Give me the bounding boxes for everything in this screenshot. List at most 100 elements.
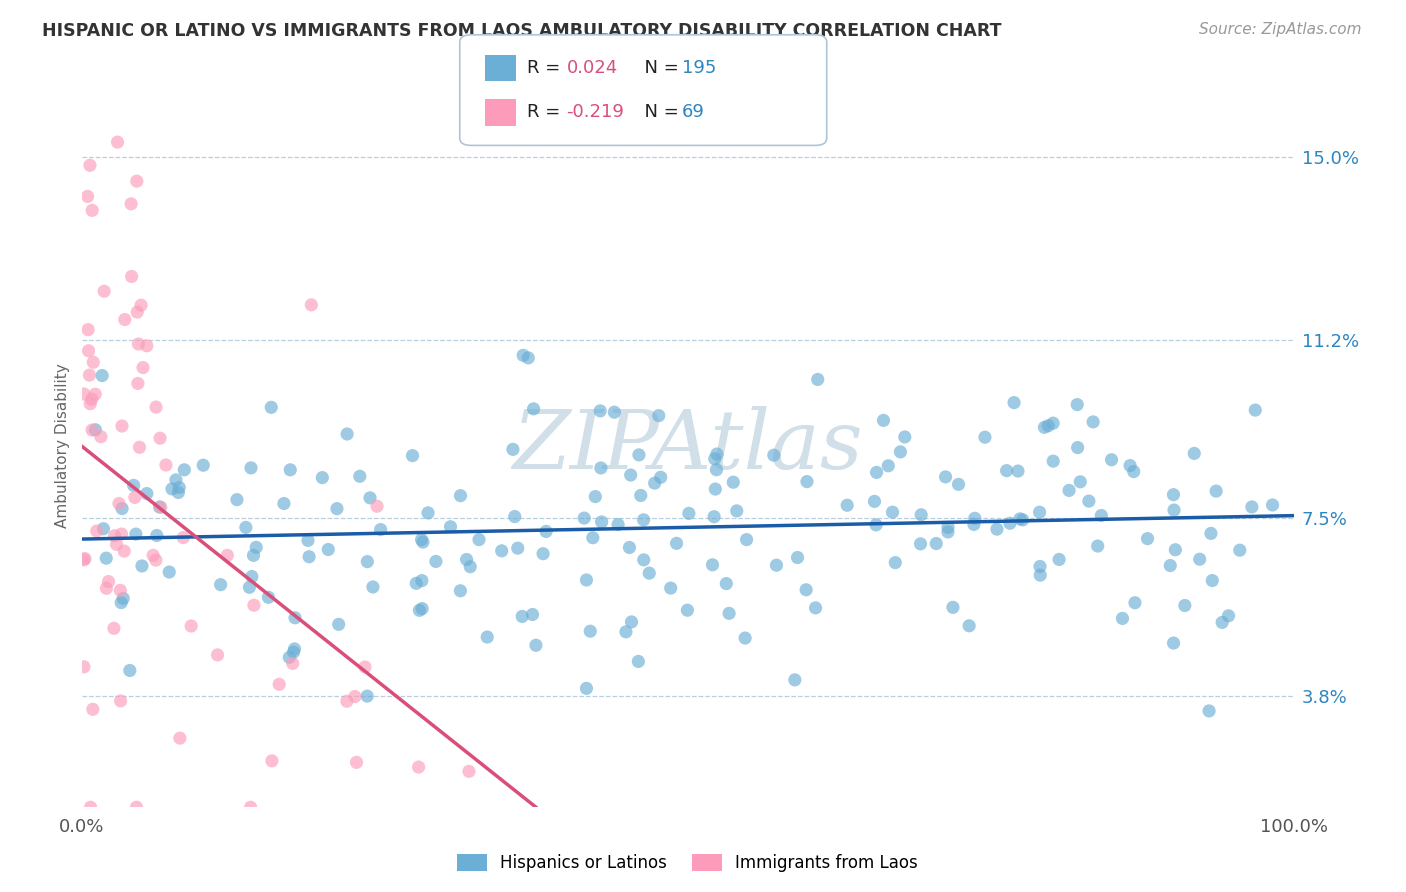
Point xyxy=(703,509,725,524)
Point xyxy=(356,555,378,569)
Point xyxy=(343,690,366,704)
Point xyxy=(716,576,738,591)
Point xyxy=(122,478,145,492)
Point xyxy=(575,681,598,696)
Point xyxy=(370,523,392,537)
Point xyxy=(620,615,643,629)
Point xyxy=(111,419,134,434)
Point xyxy=(311,470,333,484)
Point xyxy=(935,470,957,484)
Point xyxy=(942,600,965,615)
Point xyxy=(73,660,96,674)
Point xyxy=(1122,465,1144,479)
Point xyxy=(1002,395,1025,409)
Point xyxy=(149,431,172,445)
Point xyxy=(328,617,350,632)
Point xyxy=(416,506,439,520)
Point xyxy=(149,500,172,514)
Point xyxy=(1066,398,1088,412)
Text: -0.219: -0.219 xyxy=(567,103,624,121)
Point xyxy=(91,368,114,383)
Point xyxy=(948,477,970,491)
Point xyxy=(468,533,491,547)
Point xyxy=(491,544,513,558)
Point xyxy=(1007,464,1029,478)
Point xyxy=(366,500,388,514)
Point xyxy=(226,492,249,507)
Point xyxy=(1261,498,1284,512)
Point xyxy=(165,473,187,487)
Point xyxy=(794,582,817,597)
Point xyxy=(877,458,900,473)
Point xyxy=(1182,446,1205,460)
Point xyxy=(411,601,433,615)
Point xyxy=(531,547,554,561)
Point xyxy=(103,621,125,635)
Point xyxy=(1201,574,1223,588)
Point xyxy=(336,427,359,442)
Y-axis label: Ambulatory Disability: Ambulatory Disability xyxy=(55,364,70,528)
Point xyxy=(120,197,142,211)
Point xyxy=(510,609,533,624)
Point xyxy=(242,549,264,563)
Point xyxy=(239,800,262,814)
Point xyxy=(1101,452,1123,467)
Point xyxy=(283,642,305,657)
Point xyxy=(157,565,180,579)
Point xyxy=(1198,704,1220,718)
Point xyxy=(804,600,827,615)
Point xyxy=(79,800,101,814)
Point xyxy=(240,569,263,583)
Point xyxy=(583,490,606,504)
Point xyxy=(1136,532,1159,546)
Point xyxy=(110,527,132,541)
Point xyxy=(995,464,1018,478)
Point xyxy=(865,517,887,532)
Point xyxy=(1077,494,1099,508)
Point xyxy=(284,611,307,625)
Point xyxy=(1240,500,1263,514)
Point xyxy=(630,488,652,502)
Point xyxy=(572,511,595,525)
Point xyxy=(1029,559,1052,574)
Point xyxy=(650,470,672,484)
Point xyxy=(76,189,98,203)
Point xyxy=(723,475,745,490)
Point xyxy=(346,756,368,770)
Point xyxy=(411,574,433,588)
Point xyxy=(1159,558,1181,573)
Point xyxy=(603,405,626,419)
Point xyxy=(96,551,118,566)
Point xyxy=(534,524,557,539)
Point xyxy=(207,648,229,662)
Point xyxy=(706,463,728,477)
Point xyxy=(155,458,177,472)
Point xyxy=(506,541,529,556)
Point xyxy=(354,660,377,674)
Point xyxy=(957,619,980,633)
Point xyxy=(456,552,478,566)
Point xyxy=(316,542,339,557)
Point xyxy=(963,517,986,532)
Point xyxy=(273,496,295,510)
Point xyxy=(118,664,141,678)
Point xyxy=(974,430,997,444)
Text: 69: 69 xyxy=(682,103,704,121)
Point xyxy=(936,524,959,539)
Point xyxy=(349,469,371,483)
Point xyxy=(111,501,134,516)
Point xyxy=(458,764,481,779)
Point xyxy=(522,401,544,416)
Point xyxy=(283,645,305,659)
Point xyxy=(127,376,149,391)
Point xyxy=(425,554,447,568)
Point xyxy=(77,323,100,337)
Point xyxy=(936,520,959,534)
Point xyxy=(614,624,637,639)
Point xyxy=(281,657,304,671)
Point xyxy=(93,522,115,536)
Point xyxy=(648,409,671,423)
Point xyxy=(1211,615,1233,630)
Point xyxy=(356,689,378,703)
Point xyxy=(127,337,149,351)
